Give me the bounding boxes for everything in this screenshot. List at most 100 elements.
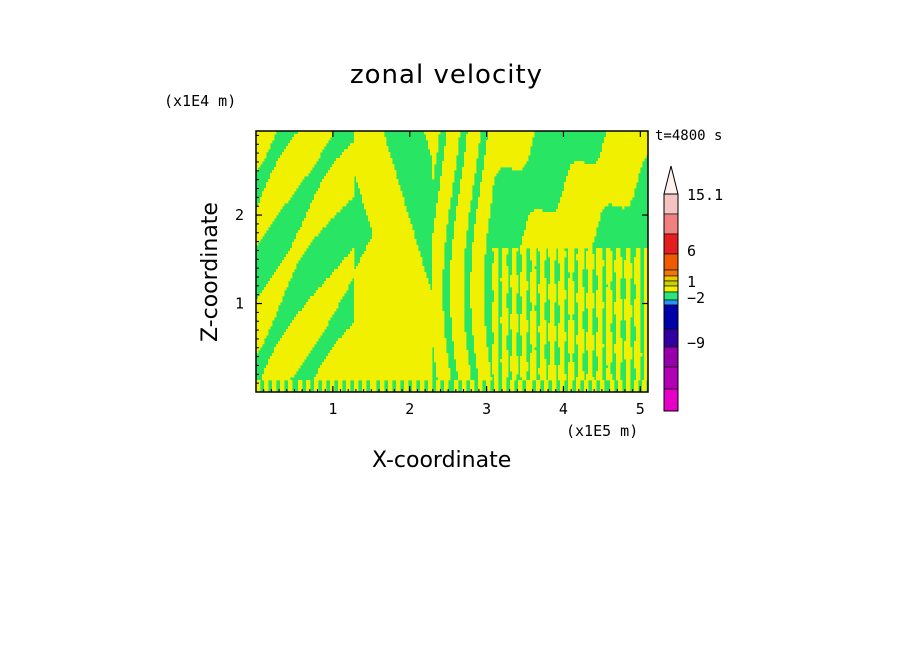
field-patch: [526, 224, 599, 228]
y-tick-label: 2: [235, 206, 244, 224]
field-patch: [598, 317, 603, 321]
field-patch: [424, 131, 441, 135]
field-patch: [470, 275, 485, 279]
field-patch: [258, 203, 285, 207]
field-patch: [540, 260, 545, 264]
field-patch: [462, 386, 467, 390]
field-patch: [432, 239, 447, 243]
field-patch: [468, 131, 481, 135]
field-patch: [432, 266, 445, 270]
field-patch: [438, 200, 451, 204]
field-patch: [586, 347, 595, 351]
field-patch: [616, 377, 621, 381]
field-patch: [626, 371, 631, 375]
field-patch: [472, 314, 485, 318]
field-patch: [520, 290, 527, 294]
field-patch: [596, 377, 603, 381]
field-patch: [634, 269, 641, 273]
field-patch: [260, 197, 291, 201]
field-patch: [256, 161, 263, 165]
field-patch: [550, 344, 555, 348]
field-patch: [502, 311, 509, 315]
field-patch: [614, 269, 623, 273]
field-patch: [432, 158, 437, 162]
field-patch: [432, 233, 447, 237]
field-patch: [502, 338, 507, 342]
field-patch: [616, 323, 621, 327]
field-patch: [560, 350, 565, 354]
colorbar-swatch: [663, 275, 679, 282]
field-patch: [492, 308, 499, 312]
field-patch: [544, 383, 549, 387]
field-patch: [260, 293, 285, 297]
field-patch: [510, 323, 519, 327]
field-patch: [524, 233, 597, 237]
field-patch: [354, 284, 431, 288]
field-patch: [372, 227, 413, 231]
field-patch: [358, 182, 399, 186]
field-patch: [444, 380, 449, 384]
colorbar-swatch: [663, 291, 679, 301]
field-patch: [492, 302, 499, 306]
field-patch: [452, 242, 467, 246]
field-patch: [550, 302, 555, 306]
field-patch: [372, 230, 415, 234]
field-patch: [536, 380, 541, 384]
field-patch: [298, 383, 303, 387]
field-patch: [624, 341, 631, 345]
field-patch: [552, 380, 557, 384]
field-patch: [644, 275, 649, 279]
field-patch: [560, 275, 565, 279]
field-patch: [326, 173, 397, 177]
field-patch: [352, 248, 355, 252]
field-patch: [612, 203, 631, 207]
field-patch: [510, 320, 519, 324]
field-patch: [466, 143, 479, 147]
field-patch: [470, 302, 485, 306]
field-patch: [280, 383, 285, 387]
field-patch: [456, 212, 469, 216]
field-patch: [560, 266, 565, 270]
field-patch: [598, 158, 645, 162]
field-patch: [306, 212, 337, 216]
field-patch: [492, 272, 499, 276]
field-patch: [290, 248, 307, 252]
field-patch: [596, 260, 605, 264]
field-patch: [596, 350, 603, 354]
field-patch: [598, 368, 603, 372]
field-patch: [558, 299, 565, 303]
field-patch: [588, 371, 593, 375]
field-patch: [644, 326, 649, 330]
field-patch: [578, 281, 583, 285]
field-patch: [550, 317, 555, 321]
field-patch: [626, 290, 631, 294]
field-patch: [256, 326, 271, 330]
field-patch: [474, 230, 489, 234]
colorbar-swatch: [663, 253, 679, 271]
field-patch: [520, 371, 527, 375]
field-patch: [440, 179, 455, 183]
field-patch: [472, 332, 487, 336]
field-patch: [436, 386, 441, 390]
field-patch: [338, 386, 343, 390]
field-patch: [606, 296, 613, 300]
field-patch: [644, 284, 649, 288]
field-patch: [606, 290, 613, 294]
field-patch: [588, 311, 593, 315]
field-patch: [560, 278, 565, 282]
field-patch: [568, 260, 575, 264]
field-patch: [548, 326, 557, 330]
field-patch: [478, 206, 491, 210]
field-patch: [562, 194, 635, 198]
field-patch: [574, 161, 585, 165]
field-patch: [470, 278, 485, 282]
field-patch: [608, 365, 611, 369]
field-patch: [644, 377, 649, 381]
field-patch: [370, 221, 411, 225]
field-patch: [520, 317, 527, 321]
field-patch: [288, 143, 327, 147]
field-patch: [616, 257, 623, 261]
field-patch: [478, 374, 491, 378]
field-patch: [444, 158, 457, 162]
